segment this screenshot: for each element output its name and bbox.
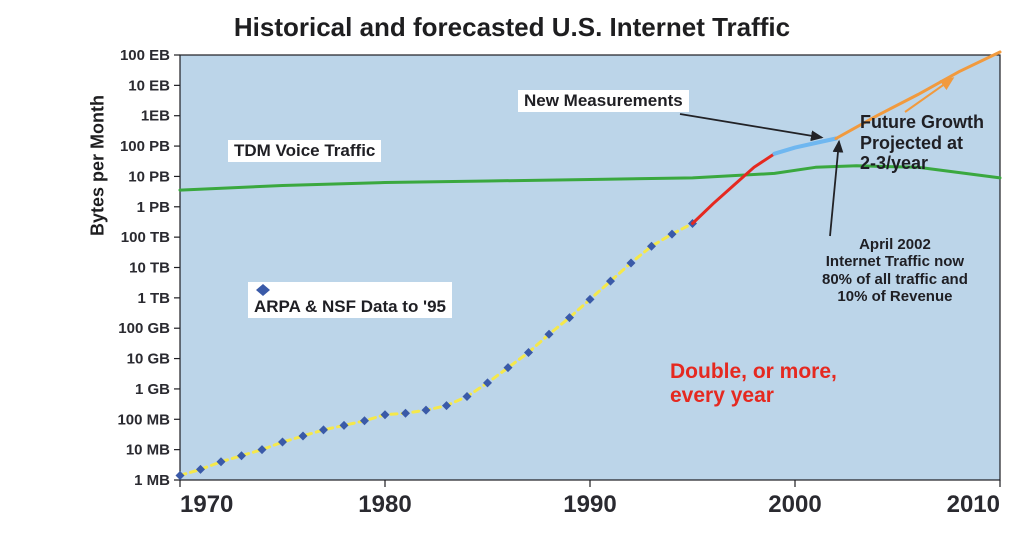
diamond-icon [254, 283, 272, 297]
annotation-line: Projected at [860, 133, 984, 154]
annotation-arpa-legend: ARPA & NSF Data to '95 [248, 282, 452, 318]
annotation-line: 2-3/year [860, 153, 984, 174]
svg-text:100 MB: 100 MB [117, 411, 170, 428]
svg-text:10 PB: 10 PB [128, 168, 170, 185]
svg-text:1EB: 1EB [141, 108, 170, 125]
annotation-line: Double, or more, [670, 360, 837, 384]
annotation-text: New Measurements [524, 91, 683, 110]
svg-text:10 GB: 10 GB [127, 351, 171, 368]
annotation-future-growth: Future Growth Projected at 2-3/year [860, 112, 984, 174]
annotation-line: April 2002 [822, 236, 968, 253]
svg-text:100 EB: 100 EB [120, 47, 170, 64]
svg-text:1980: 1980 [358, 491, 411, 518]
svg-text:10 MB: 10 MB [126, 442, 170, 459]
annotation-new-measurements: New Measurements [518, 90, 689, 112]
annotation-line: every year [670, 384, 837, 408]
svg-text:1 GB: 1 GB [135, 381, 170, 398]
svg-text:100 TB: 100 TB [121, 229, 170, 246]
svg-text:2000: 2000 [768, 491, 821, 518]
annotation-line: 10% of Revenue [822, 288, 968, 305]
svg-text:1970: 1970 [180, 491, 233, 518]
svg-text:10 EB: 10 EB [128, 77, 170, 94]
svg-text:1 MB: 1 MB [134, 472, 170, 489]
y-axis-label: Bytes per Month [88, 66, 109, 266]
annotation-tdm-voice-label: TDM Voice Traffic [228, 140, 381, 162]
svg-text:100 PB: 100 PB [120, 138, 170, 155]
annotation-text: ARPA & NSF Data to '95 [254, 297, 446, 316]
svg-text:1 PB: 1 PB [137, 199, 171, 216]
traffic-chart: Historical and forecasted U.S. Internet … [0, 0, 1024, 545]
annotation-line: Future Growth [860, 112, 984, 133]
svg-text:Historical and forecasted U.S.: Historical and forecasted U.S. Internet … [234, 12, 790, 42]
annotation-april-2002: April 2002 Internet Traffic now 80% of a… [822, 236, 968, 305]
svg-text:1990: 1990 [563, 491, 616, 518]
annotation-double-every-year: Double, or more, every year [670, 360, 837, 408]
svg-text:2010: 2010 [947, 491, 1000, 518]
svg-text:100 GB: 100 GB [118, 320, 170, 337]
annotation-line: 80% of all traffic and [822, 271, 968, 288]
svg-text:10 TB: 10 TB [129, 260, 170, 277]
annotation-text: TDM Voice Traffic [234, 141, 375, 160]
svg-text:1 TB: 1 TB [137, 290, 170, 307]
annotation-line: Internet Traffic now [822, 253, 968, 270]
